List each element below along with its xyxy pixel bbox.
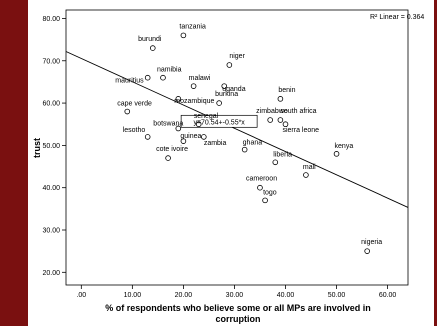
data-point <box>226 62 233 68</box>
data-point <box>333 151 340 157</box>
y-tick-label: 20.00 <box>42 270 60 277</box>
data-point <box>216 100 222 106</box>
data-point <box>175 125 182 132</box>
data-point <box>277 117 284 123</box>
point-label: lesotho <box>123 127 146 134</box>
point-label: ghana <box>243 140 263 147</box>
point-label: kenya <box>335 143 354 150</box>
chart-frame: .00 10.00 20.00 30.00 40.00 50.00 60.00 20.00 30… <box>28 0 434 326</box>
x-axis-title-line2: corruption <box>216 314 261 324</box>
y-axis-title: trust <box>32 138 42 158</box>
point-label: mauritius <box>115 78 144 85</box>
equation-label: y=70.54+-0.55*x <box>193 119 245 126</box>
point-label: senegal <box>194 113 219 120</box>
point-label: togo <box>263 189 277 196</box>
y-tick-label: 50.00 <box>42 143 60 150</box>
scatter-chart: .00 10.00 20.00 30.00 40.00 50.00 60.00 20.00 30… <box>32 9 424 324</box>
point-label: zambia <box>204 140 227 147</box>
y-tick-label: 80.00 <box>42 16 60 23</box>
point-label: benin <box>278 87 295 94</box>
point-label: malawi <box>189 75 211 82</box>
point-label: burundi <box>138 36 162 43</box>
y-tick-label: 70.00 <box>42 58 60 65</box>
point-label: cote ivoire <box>156 146 188 153</box>
x-tick-label: 50.00 <box>328 292 346 299</box>
data-point <box>175 96 182 102</box>
y-tick-label: 30.00 <box>42 228 60 235</box>
x-tick-label: .00 <box>76 292 86 299</box>
r-squared-label: R² Linear = 0.364 <box>370 14 424 21</box>
data-point <box>267 117 273 123</box>
data-point <box>190 83 197 89</box>
point-label: namibia <box>157 67 182 74</box>
x-tick-label: 10.00 <box>124 292 142 299</box>
point-label: uganda <box>222 86 245 93</box>
data-point <box>180 138 187 144</box>
data-point <box>257 184 263 191</box>
point-label: niger <box>229 53 245 60</box>
point-label: cape verde <box>117 101 152 108</box>
plot-area <box>65 9 409 286</box>
data-point <box>149 45 156 51</box>
point-label: nigeria <box>361 239 382 246</box>
x-tick-label: 60.00 <box>379 292 397 299</box>
x-tick-label: 30.00 <box>226 292 244 299</box>
point-label: mozambique <box>174 98 214 105</box>
data-point <box>201 134 207 140</box>
x-tick-label: 40.00 <box>277 292 295 299</box>
data-point <box>272 159 279 166</box>
point-label: zimbabwe <box>256 108 288 115</box>
data-point <box>195 121 202 128</box>
equation-box <box>180 114 258 128</box>
data-point <box>124 108 131 115</box>
point-label: south africa <box>280 108 316 115</box>
fit-line <box>65 51 409 208</box>
point-label: burkina <box>215 91 238 98</box>
data-point <box>364 248 370 254</box>
data-point <box>144 134 151 140</box>
data-point <box>303 172 309 178</box>
data-point <box>221 83 228 89</box>
data-point <box>180 32 187 39</box>
data-point <box>277 96 284 102</box>
point-label: botswana <box>153 120 183 127</box>
data-point <box>282 121 289 128</box>
point-label: tanzania <box>179 23 206 30</box>
y-tick-label: 40.00 <box>42 185 60 192</box>
point-label: mali <box>303 164 316 171</box>
data-point <box>160 74 166 81</box>
data-point <box>165 155 171 161</box>
point-label: guinea <box>180 133 201 140</box>
data-point <box>241 146 248 153</box>
x-tick-label: 20.00 <box>175 292 193 299</box>
x-axis-title-line1: % of respondents who believe some or all… <box>105 303 371 313</box>
point-label: sierra leone <box>282 127 319 134</box>
point-label: cameroon <box>246 176 277 183</box>
point-label: liberia <box>273 151 292 158</box>
data-point <box>144 74 151 81</box>
data-point <box>262 197 268 204</box>
y-tick-label: 60.00 <box>42 101 60 108</box>
